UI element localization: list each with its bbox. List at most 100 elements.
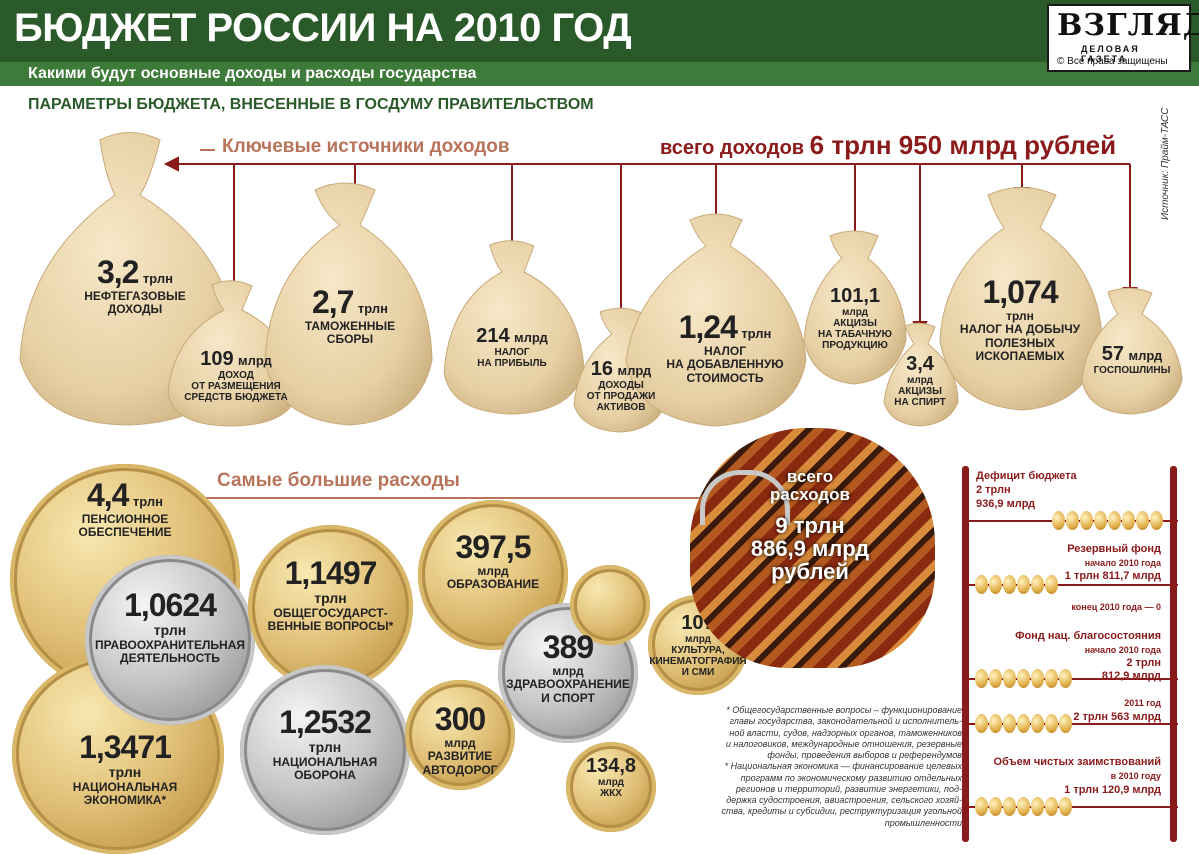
expense-unit: трлн <box>308 739 342 756</box>
expense-value: 1,0624 <box>124 587 217 623</box>
subtitle-bar <box>0 62 1199 86</box>
expense-desc: ПРАВООХРАНИТЕЛЬНАЯ <box>94 637 246 652</box>
abacus-rod <box>964 584 1178 586</box>
expenses-total-line: рублей <box>771 558 849 584</box>
expense-unit: трлн <box>132 494 164 509</box>
expense-value: 1,3471 <box>79 729 172 765</box>
income-unit: млрд <box>617 363 652 378</box>
coin-law-enforcement <box>85 555 255 725</box>
page-subtitle: Какими будут основные доходы и расходы г… <box>28 65 477 82</box>
abacus-bead <box>1080 511 1093 530</box>
income-value: 16 <box>590 358 614 380</box>
income-desc: ДОХОДЫ <box>598 380 644 391</box>
footnotes: * Общегосударственные вопросы – функцион… <box>700 705 962 829</box>
footnote-line: ной власти, судов, надзорных органов, та… <box>729 727 962 738</box>
income-desc: ТАМОЖЕННЫЕ <box>304 319 396 334</box>
abacus-bead <box>1017 575 1030 594</box>
abacus-bead <box>1045 714 1058 733</box>
expense-desc: ОБРАЗОВАНИЕ <box>446 577 540 592</box>
income-desc: ИСКОПАЕМЫХ <box>975 348 1065 363</box>
page-title: БЮДЖЕТ РОССИИ НА 2010 ГОД <box>14 6 632 50</box>
income-value: 3,4 <box>906 353 934 375</box>
footnote-line: * Общегосударственные вопросы – функцион… <box>726 705 962 715</box>
abacus-bead <box>1094 511 1107 530</box>
footnote-line: фонды, проведения выборов и референдумов <box>767 750 962 760</box>
income-desc: СТОИМОСТЬ <box>686 370 764 385</box>
income-unit: трлн <box>1006 309 1034 324</box>
abacus-bead <box>1017 714 1030 733</box>
income-value: 3,2 <box>96 254 139 290</box>
income-item-profit-tax: 214 млрд НАЛОГ НА ПРИБЫЛЬ <box>452 325 572 369</box>
expense-unit: трлн <box>314 590 347 607</box>
income-value: 101,1 <box>829 285 881 307</box>
abacus-bead <box>1150 511 1163 530</box>
expenses-total: всего расходов 9 трлн 886,9 млрд рублей <box>730 468 890 583</box>
income-item-mineral-tax: 1,074 трлн НАЛОГ НА ДОБЫЧУ ПОЛЕЗНЫХ ИСКО… <box>945 274 1095 363</box>
income-desc: ДОХОД <box>218 370 254 381</box>
income-unit: трлн <box>741 326 772 341</box>
income-value: 1,24 <box>678 309 738 345</box>
coin-roads <box>405 680 515 790</box>
header-bar <box>0 0 1199 62</box>
purse-clasp <box>700 470 790 525</box>
expense-desc: И СМИ <box>681 667 715 678</box>
expense-value: 397,5 <box>455 529 531 565</box>
income-item-customs: 2,7 трлн ТАМОЖЕННЫЕ СБОРЫ <box>280 284 420 347</box>
footnote-line: * Национальная экономика — финансировани… <box>724 761 962 772</box>
income-total-prefix: всего доходов <box>660 137 805 159</box>
abacus-bead <box>1045 575 1058 594</box>
income-item-tobacco: 101,1 млрд АКЦИЗЫ НА ТАБАЧНУЮ ПРОДУКЦИЮ <box>806 285 904 351</box>
income-item-alcohol: 3,4 млрд АКЦИЗЫ НА СПИРТ <box>880 353 960 408</box>
abacus-bead <box>1031 669 1044 688</box>
income-desc: ОТ ПРОДАЖИ <box>586 391 656 402</box>
income-item-oil-gas: 3,2 трлн НЕФТЕГАЗОВЫЕ ДОХОДЫ <box>40 254 230 317</box>
footnote-line: регионов и территорий, развитие энергети… <box>735 783 962 794</box>
coin-general-issues <box>248 525 413 690</box>
income-desc: ГОСПОШЛИНЫ <box>1093 365 1171 376</box>
income-desc: АКЦИЗЫ <box>898 386 942 397</box>
income-desc: ПОЛЕЗНЫХ <box>984 335 1056 350</box>
logo-sub: ДЕЛОВАЯ ГАЗЕТА <box>1081 44 1140 64</box>
nwf-start-label: начало 2010 года <box>1084 645 1161 655</box>
income-total-value: 6 трлн 950 млрд рублей <box>809 130 1117 160</box>
abacus-bead <box>1045 797 1058 816</box>
expense-item-law-enforcement: 1,0624 трлн ПРАВООХРАНИТЕЛЬНАЯ ДЕЯТЕЛЬНО… <box>85 587 255 665</box>
income-value: 2,7 <box>311 284 354 320</box>
abacus-bead <box>1017 797 1030 816</box>
abacus-bead <box>1059 797 1072 816</box>
abacus-bead <box>989 714 1002 733</box>
expense-item-housing: 134,8 млрд ЖКХ <box>568 755 654 799</box>
nwf-2011-label: 2011 год <box>1124 698 1161 708</box>
abacus-bead <box>1059 714 1072 733</box>
income-desc: НАЛОГ НА ДОБЫЧУ <box>959 322 1081 337</box>
borrow-title: Объем чистых заимствований <box>993 756 1161 768</box>
expense-unit: млрд <box>685 634 711 645</box>
expense-desc: И СПОРТ <box>541 690 595 705</box>
abacus-bead <box>1003 669 1016 688</box>
expense-desc: НАЦИОНАЛЬНАЯ <box>72 779 178 794</box>
abacus-bead <box>1108 511 1121 530</box>
expense-desc: НАЦИОНАЛЬНАЯ <box>272 754 378 769</box>
income-item-placement: 109 млрд ДОХОД ОТ РАЗМЕЩЕНИЯ СРЕДСТВ БЮД… <box>176 348 296 403</box>
copyright: © Все права защищены <box>1057 56 1168 67</box>
reserve-start-label: начало 2010 года <box>1084 558 1161 568</box>
abacus-bead <box>1031 797 1044 816</box>
income-desc: НЕФТЕГАЗОВЫЕ <box>84 289 186 304</box>
expense-unit: млрд <box>552 664 584 679</box>
expenses-title: Самые большие расходы <box>217 470 460 491</box>
expense-value: 1,1497 <box>284 555 378 591</box>
reserve-start-value: 1 трлн 811,7 млрд <box>1064 570 1161 582</box>
expense-value: 389 <box>542 629 594 665</box>
expense-desc: ЖКХ <box>600 788 622 799</box>
footnote-line: ства, кредиты и субсидии, реструктуризац… <box>721 806 962 817</box>
income-desc: НА ПРИБЫЛЬ <box>477 358 547 369</box>
income-title: Ключевые источники доходов <box>222 136 510 157</box>
nwf-value-1: 2 трлн <box>1126 657 1161 669</box>
abacus-bead <box>1003 797 1016 816</box>
expense-item-roads: 300 млрд РАЗВИТИЕ АВТОДОРОГ <box>408 701 512 777</box>
coin-small <box>570 565 650 645</box>
coin-housing <box>566 742 656 832</box>
abacus-bead <box>1066 511 1079 530</box>
abacus-bead <box>975 575 988 594</box>
